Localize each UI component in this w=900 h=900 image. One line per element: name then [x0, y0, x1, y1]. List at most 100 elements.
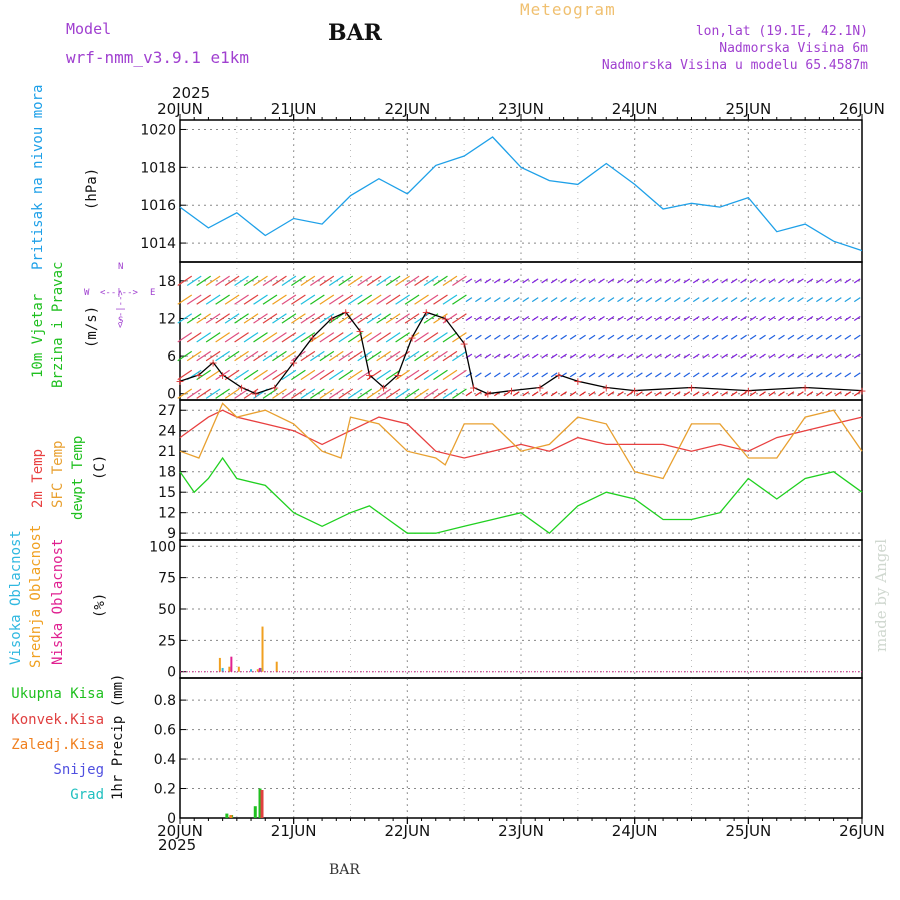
wind-barb	[376, 294, 391, 305]
wind-barb	[291, 388, 306, 399]
wind-barb	[579, 278, 586, 284]
wind-barb	[465, 315, 473, 321]
temp2m-line	[179, 409, 863, 459]
wind-barb	[196, 332, 212, 343]
wind-barb	[844, 315, 852, 321]
wind-barb	[300, 332, 316, 343]
wind-barb	[683, 315, 691, 321]
wind-barb	[692, 297, 700, 303]
precip-legend-grad: Grad	[70, 787, 104, 803]
wind-barb	[636, 353, 643, 359]
wind-barb	[740, 372, 747, 378]
y-tick-label: 25	[158, 633, 176, 649]
wind-barb	[702, 297, 710, 303]
wind-barb	[569, 315, 577, 321]
wind-barb	[310, 332, 325, 343]
wind-barb	[366, 369, 382, 381]
wind-barb	[328, 388, 344, 399]
wind-barb	[423, 369, 439, 381]
wind-barb	[366, 332, 382, 343]
wind-barb	[683, 353, 691, 359]
wind-barb	[262, 294, 278, 305]
wind-point-marker: +	[801, 381, 810, 394]
wind-barb	[541, 278, 549, 284]
wind-barb	[541, 372, 549, 378]
wind-barb	[834, 353, 842, 359]
y-tick-label: 0	[167, 387, 176, 403]
wind-barb	[347, 332, 363, 343]
wind-barb	[655, 372, 662, 378]
wind-barb	[673, 353, 681, 359]
wind-barb	[664, 391, 672, 397]
wind-point-marker: +	[289, 356, 298, 369]
y-tick-label: 18	[158, 274, 176, 290]
wind-point-marker: +	[407, 331, 416, 344]
wind-barb	[853, 391, 861, 397]
wind-barb	[357, 332, 373, 343]
wind-barb	[512, 372, 520, 378]
wind-barb	[503, 372, 511, 378]
wind-barb	[177, 388, 193, 399]
year-top: 2025	[172, 84, 211, 102]
wind-barb	[338, 294, 354, 305]
wind-barb	[234, 313, 249, 324]
model-elevation: Nadmorska Visina u modelu 65.4587m	[601, 58, 868, 73]
wind-barb	[196, 369, 212, 381]
wind-barb	[730, 391, 738, 397]
wind-barb	[617, 297, 624, 303]
wind-barb	[569, 278, 577, 284]
wind-barb	[541, 297, 549, 303]
wind-barb	[825, 278, 833, 284]
wind-barb	[607, 278, 615, 284]
wind-barb	[560, 391, 567, 397]
wind-barb	[844, 372, 852, 378]
wind-barb	[673, 391, 681, 397]
wind-barb	[281, 388, 297, 399]
wind-barb	[598, 278, 605, 284]
wind-barb	[196, 350, 212, 362]
wind-barb	[617, 353, 624, 359]
wind-barb	[598, 391, 605, 397]
wind-barb	[347, 275, 363, 286]
wind-barb	[844, 353, 852, 359]
wind-barb	[645, 297, 653, 303]
wind-barb	[749, 353, 757, 359]
precip-legend-conv: Konvek.Kisa	[11, 712, 104, 728]
wind-barb	[177, 294, 193, 305]
y-tick-label: 18	[158, 465, 176, 481]
wind-barb	[522, 391, 530, 397]
wind-barb	[262, 313, 278, 324]
wind-barb	[281, 294, 297, 305]
wind-barb	[205, 350, 221, 362]
wind-barb	[673, 334, 681, 340]
wind-barb	[253, 275, 268, 286]
wind-barb	[493, 334, 501, 340]
wind-barb	[636, 315, 643, 321]
wind-barb	[560, 315, 567, 321]
wind-barb	[442, 388, 458, 399]
wind-barb	[626, 334, 634, 340]
wind-barb	[664, 297, 672, 303]
wind-barb	[598, 315, 605, 321]
wind-barb	[300, 275, 316, 286]
wind-barb	[414, 388, 429, 399]
wind-barb	[730, 315, 738, 321]
wind-barb	[177, 275, 193, 286]
wind-point-marker: +	[460, 338, 469, 351]
wind-barb	[366, 275, 382, 286]
wind-barb	[683, 297, 691, 303]
wind-barb	[645, 391, 653, 397]
wind-barb	[759, 315, 766, 321]
wind-barb	[834, 278, 842, 284]
wind-barb	[205, 313, 221, 324]
wind-barb	[484, 315, 492, 321]
wind-barb	[338, 388, 354, 399]
wind-barb	[319, 350, 335, 362]
wind-barb	[702, 353, 710, 359]
precip-bar	[225, 813, 229, 818]
wind-barb	[692, 315, 700, 321]
wind-barb	[853, 353, 861, 359]
wind-barb	[291, 332, 306, 343]
wind-point-marker: +	[327, 312, 336, 325]
wind-barb	[825, 353, 833, 359]
